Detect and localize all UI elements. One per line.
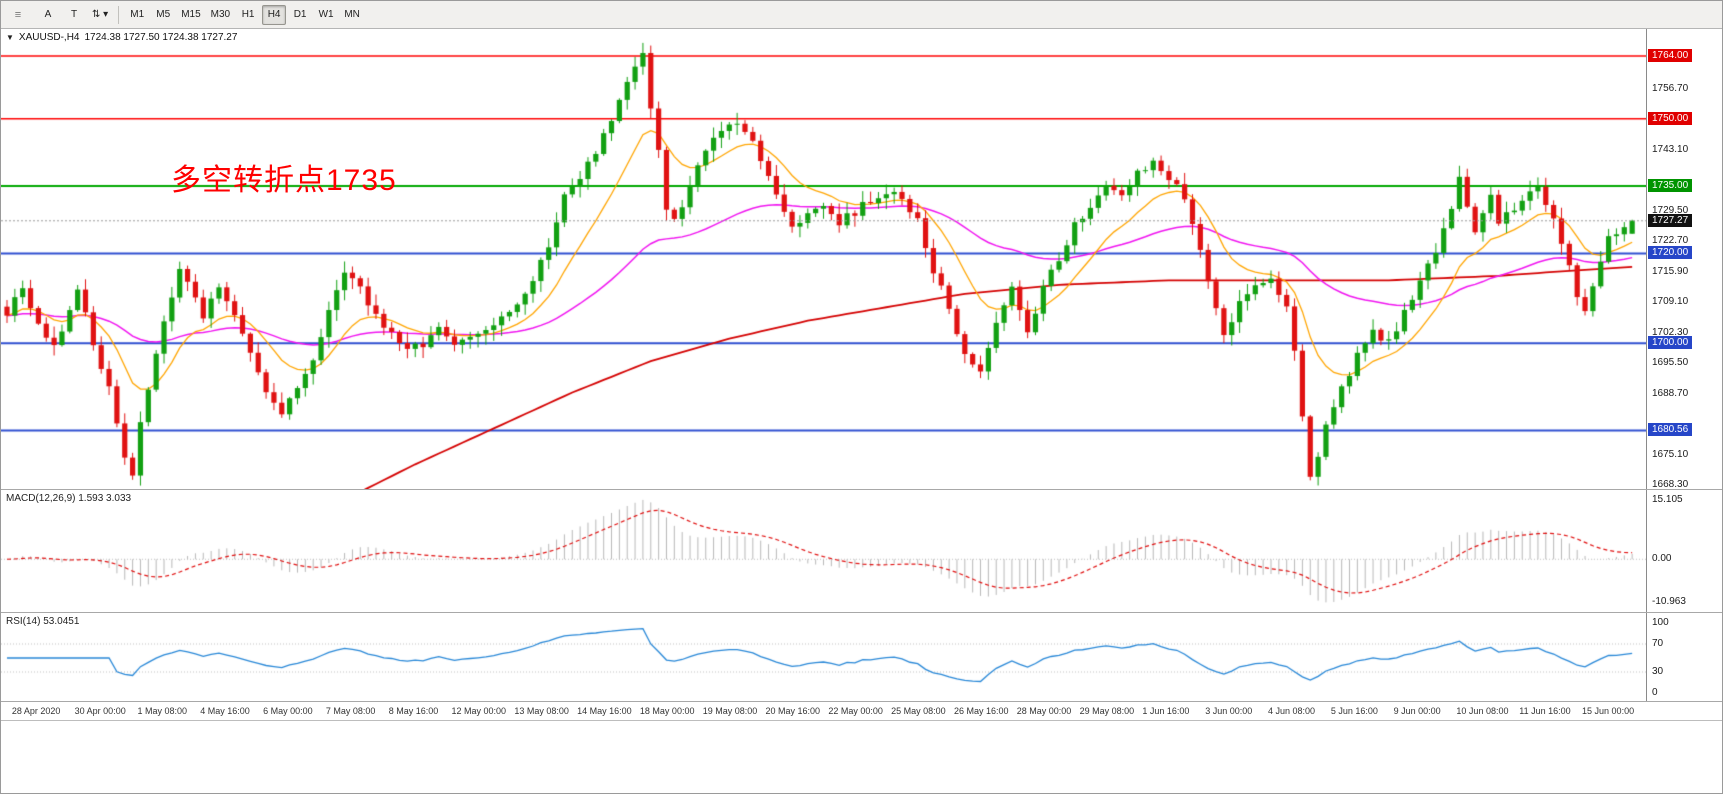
rsi-scale-tick: 70 [1652,638,1664,649]
time-label: 20 May 16:00 [765,706,821,716]
time-label: 1 May 08:00 [137,706,187,716]
rsi-axis[interactable]: 100 70 30 0 [1646,613,1722,701]
time-label: 13 May 08:00 [514,706,569,716]
arrow-style-tool[interactable]: A [44,9,52,20]
price-line-badge: 1680.56 [1648,423,1693,437]
timeframe-w1[interactable]: W1 [318,9,334,20]
chart-header: ▼ XAUUSD-,H4 1724.38 1727.50 1724.38 172… [6,32,237,43]
rsi-canvas[interactable] [1,613,1646,701]
price-line-badge: 1735.00 [1648,179,1693,193]
price-line-badge: 1764.00 [1648,48,1693,62]
price-tick: 1715.90 [1652,265,1689,277]
time-label: 19 May 08:00 [702,706,758,716]
chart-annotation-text[interactable]: 多空转折点1735 [171,164,397,197]
time-label: 18 May 00:00 [639,706,695,716]
timeframe-mn[interactable]: MN [344,9,360,20]
price-tick: 1695.50 [1652,357,1689,369]
time-label: 4 Jun 08:00 [1268,706,1316,716]
rsi-scale-tick: 0 [1652,687,1658,698]
time-label: 14 May 16:00 [577,706,632,716]
price-tick: 1668.30 [1652,479,1689,491]
time-label: 26 May 16:00 [953,706,1009,716]
macd-canvas[interactable] [1,490,1646,612]
timeframe-h1[interactable]: H1 [241,9,255,20]
time-label: 7 May 08:00 [325,706,376,716]
timeframe-d1[interactable]: D1 [293,9,307,20]
timeframe-m5[interactable]: M5 [156,9,171,20]
text-tool[interactable]: T [70,9,78,20]
timeframe-buttons: M1 M5 M15 M30 H1 H4 D1 W1 MN [125,4,364,25]
time-label: 5 Jun 16:00 [1330,706,1378,716]
time-label: 3 Jun 00:00 [1205,706,1253,716]
current-price-badge: 1727.27 [1648,213,1693,227]
price-line-badge: 1720.00 [1648,246,1693,260]
macd-scale-tick: 15.105 [1652,493,1683,505]
arrows-objects-tool[interactable]: ⇅ ▾ [92,9,109,20]
price-tick: 1743.10 [1652,143,1689,155]
timeframe-m30[interactable]: M30 [210,9,231,20]
price-line-badge: 1750.00 [1648,111,1693,125]
price-tick: 1756.70 [1652,82,1689,94]
rsi-label: RSI(14) 53.0451 [6,616,80,627]
time-axis[interactable]: 28 Apr 2020 30 Apr 00:00 1 May 08:00 4 May … [1,702,1722,721]
symbol-collapse-icon[interactable]: ▼ [6,33,14,42]
macd-axis[interactable]: 15.105 0.00 -10.963 [1646,490,1722,612]
main-chart-canvas[interactable] [1,29,1646,489]
time-label: 28 Apr 2020 [11,706,61,716]
time-label: 30 Apr 00:00 [74,706,126,716]
timeframe-m1[interactable]: M1 [130,9,145,20]
ohlc-values: 1724.38 1727.50 1724.38 1727.27 [84,32,238,43]
timeframe-m15[interactable]: M15 [181,9,201,20]
toolbar: ≡ A T ⇅ ▾ M1 M5 M15 M30 H1 H4 D1 W1 MN [1,1,1722,29]
macd-scale-tick: -10.963 [1652,596,1686,608]
toolbar-separator [118,5,120,24]
time-label: 15 Jun 00:00 [1582,706,1635,716]
price-tick: 1709.10 [1652,296,1689,308]
price-tick: 1702.30 [1652,326,1689,338]
price-tick: 1722.70 [1652,235,1689,247]
main-chart-pane[interactable]: ▼ XAUUSD-,H4 1724.38 1727.50 1724.38 172… [1,29,1722,490]
macd-label: MACD(12,26,9) 1.593 3.033 [6,493,132,504]
time-label: 4 May 16:00 [200,706,250,716]
time-label: 12 May 00:00 [451,706,507,716]
rsi-scale-tick: 100 [1652,617,1669,628]
toolbar-grip-icon[interactable]: ≡ [14,8,22,21]
time-label: 28 May 00:00 [1016,706,1072,716]
time-label: 29 May 08:00 [1079,706,1135,716]
price-axis[interactable]: 1756.70 1743.10 1729.50 1722.70 1715.90 1709.… [1646,29,1722,491]
price-line-badge: 1700.00 [1648,336,1693,350]
time-label: 9 Jun 00:00 [1393,706,1441,716]
time-label: 10 Jun 08:00 [1456,706,1509,716]
time-label: 6 May 00:00 [263,706,313,716]
price-tick: 1688.70 [1652,387,1689,399]
time-label: 22 May 00:00 [828,706,883,716]
rsi-pane[interactable]: RSI(14) 53.0451 100 70 30 0 [1,613,1722,702]
time-label: 8 May 16:00 [388,706,439,716]
time-label: 25 May 08:00 [891,706,946,716]
toolbar-tools: ≡ A T ⇅ ▾ [6,5,112,25]
price-tick: 1729.50 [1652,204,1689,216]
time-label: 1 Jun 16:00 [1142,706,1190,716]
macd-pane[interactable]: MACD(12,26,9) 1.593 3.033 15.105 0.00 -10.… [1,490,1722,613]
timeframe-h4[interactable]: H4 [262,4,287,25]
symbol-label: XAUUSD-,H4 [18,32,80,43]
blank-area [1,721,1722,793]
time-label: 11 Jun 16:00 [1519,706,1571,716]
rsi-scale-tick: 30 [1652,666,1664,677]
price-tick: 1675.10 [1652,448,1689,460]
macd-scale-tick: 0.00 [1652,553,1672,565]
